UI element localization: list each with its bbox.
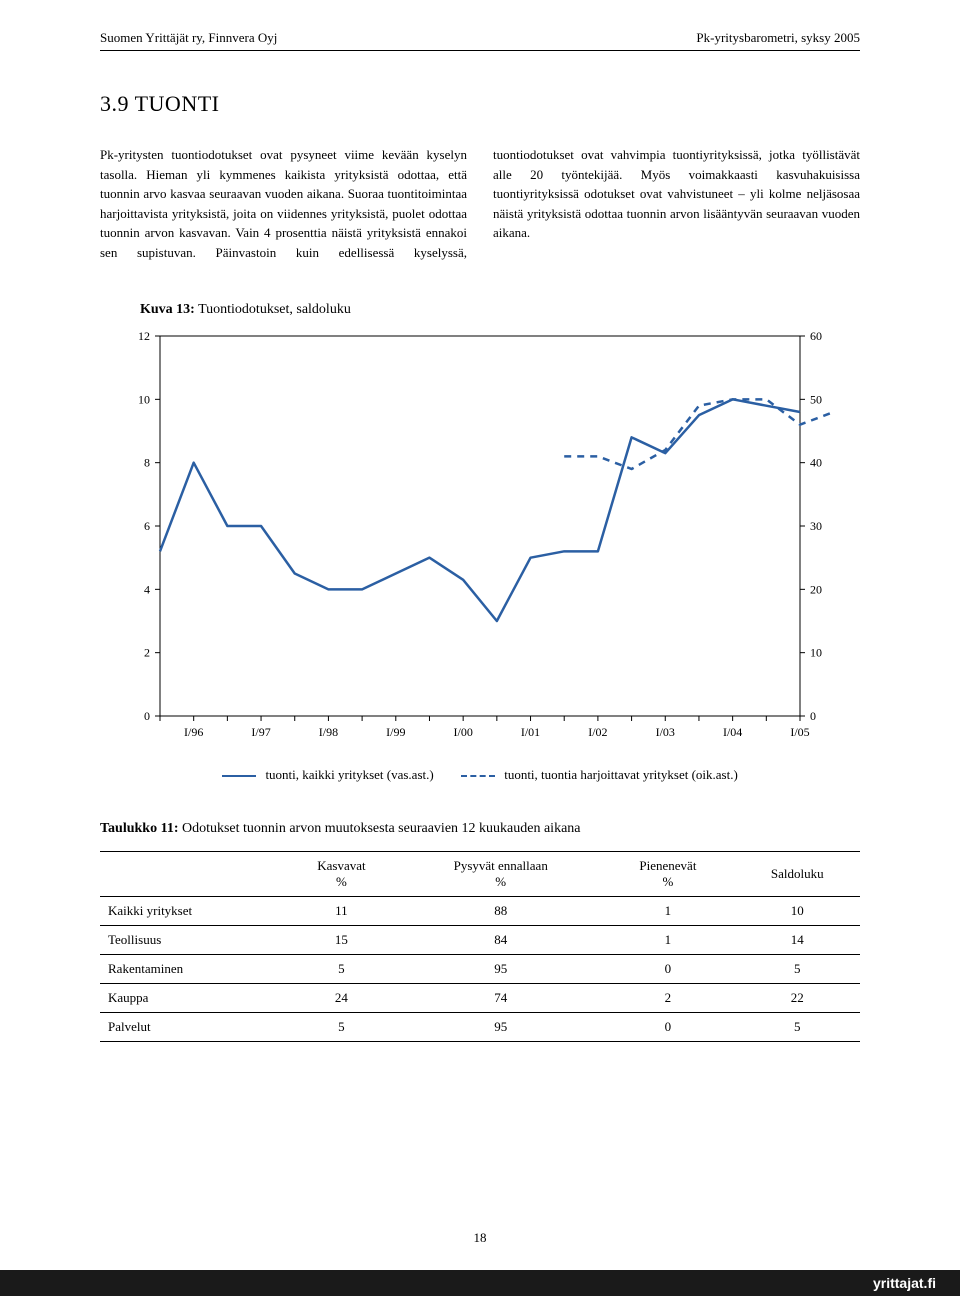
table-cell: 14 xyxy=(735,926,860,955)
table-row: Rakentaminen59505 xyxy=(100,955,860,984)
section-title: 3.9 TUONTI xyxy=(100,91,860,117)
table-caption-rest: Odotukset tuonnin arvon muutoksesta seur… xyxy=(182,821,581,836)
body-text: Pk-yritysten tuontiodotukset ovat pysyne… xyxy=(100,145,860,262)
table-cell: 88 xyxy=(400,897,601,926)
chart-caption-bold: Kuva 13: xyxy=(140,302,195,317)
svg-text:60: 60 xyxy=(810,329,822,343)
table-cell: 11 xyxy=(283,897,400,926)
svg-text:I/04: I/04 xyxy=(723,725,742,739)
table-row: Teollisuus1584114 xyxy=(100,926,860,955)
table-header: Kasvavat% xyxy=(283,852,400,897)
table-cell: 84 xyxy=(400,926,601,955)
legend-dash: tuonti, tuontia harjoittavat yritykset (… xyxy=(461,767,738,783)
table-caption-bold: Taulukko 11: xyxy=(100,821,178,836)
svg-text:I/02: I/02 xyxy=(588,725,607,739)
svg-text:I/97: I/97 xyxy=(251,725,270,739)
table-cell: Rakentaminen xyxy=(100,955,283,984)
svg-text:4: 4 xyxy=(144,582,150,596)
svg-text:I/01: I/01 xyxy=(521,725,540,739)
page-number: 18 xyxy=(0,1230,960,1246)
table-cell: 74 xyxy=(400,984,601,1013)
line-chart-svg: 0 2 4 6 8 10 12 0 10 20 30 40 50 60 I/96 I/97 I/98 I/99 I/… xyxy=(100,326,860,756)
table-header xyxy=(100,852,283,897)
table-header: Saldoluku xyxy=(735,852,860,897)
svg-text:20: 20 xyxy=(810,582,822,596)
legend-swatch-dash xyxy=(461,775,495,777)
section-heading: TUONTI xyxy=(135,91,220,116)
legend-solid: tuonti, kaikki yritykset (vas.ast.) xyxy=(222,767,434,783)
svg-text:I/00: I/00 xyxy=(453,725,472,739)
table-header: Pysyvät ennallaan% xyxy=(400,852,601,897)
table-cell: 0 xyxy=(601,1013,734,1042)
svg-text:6: 6 xyxy=(144,519,150,533)
table-cell: 5 xyxy=(283,1013,400,1042)
section-number: 3.9 xyxy=(100,91,129,116)
svg-text:12: 12 xyxy=(138,329,150,343)
footer-bar: yrittajat.fi xyxy=(0,1270,960,1296)
svg-text:I/99: I/99 xyxy=(386,725,405,739)
svg-text:I/03: I/03 xyxy=(656,725,675,739)
table-cell: 10 xyxy=(735,897,860,926)
svg-text:0: 0 xyxy=(810,709,816,723)
svg-text:0: 0 xyxy=(144,709,150,723)
svg-text:40: 40 xyxy=(810,456,822,470)
table-cell: Teollisuus xyxy=(100,926,283,955)
header-rule xyxy=(100,50,860,51)
table-cell: 2 xyxy=(601,984,734,1013)
table-row: Kaikki yritykset1188110 xyxy=(100,897,860,926)
table-cell: 24 xyxy=(283,984,400,1013)
chart: 0 2 4 6 8 10 12 0 10 20 30 40 50 60 I/96 I/97 I/98 I/99 I/… xyxy=(100,326,860,783)
svg-text:10: 10 xyxy=(138,392,150,406)
table-header: Pienenevät% xyxy=(601,852,734,897)
table-cell: Kaikki yritykset xyxy=(100,897,283,926)
header-right: Pk-yritysbarometri, syksy 2005 xyxy=(696,30,860,46)
svg-text:10: 10 xyxy=(810,646,822,660)
table-cell: 22 xyxy=(735,984,860,1013)
svg-text:8: 8 xyxy=(144,456,150,470)
chart-legend: tuonti, kaikki yritykset (vas.ast.) tuon… xyxy=(100,767,860,783)
table-cell: 5 xyxy=(283,955,400,984)
table-row: Kauppa2474222 xyxy=(100,984,860,1013)
table-cell: 0 xyxy=(601,955,734,984)
svg-text:I/05: I/05 xyxy=(790,725,809,739)
table-row: Palvelut59505 xyxy=(100,1013,860,1042)
table-cell: Kauppa xyxy=(100,984,283,1013)
svg-text:50: 50 xyxy=(810,392,822,406)
table-cell: 95 xyxy=(400,955,601,984)
table-cell: 1 xyxy=(601,926,734,955)
chart-caption: Kuva 13: Tuontiodotukset, saldoluku xyxy=(140,302,860,318)
table-cell: 95 xyxy=(400,1013,601,1042)
header-left: Suomen Yrittäjät ry, Finnvera Oyj xyxy=(100,30,277,46)
legend-dash-label: tuonti, tuontia harjoittavat yritykset (… xyxy=(504,767,738,782)
svg-text:30: 30 xyxy=(810,519,822,533)
table-cell: Palvelut xyxy=(100,1013,283,1042)
legend-swatch-solid xyxy=(222,775,256,777)
svg-text:2: 2 xyxy=(144,646,150,660)
svg-text:I/96: I/96 xyxy=(184,725,203,739)
svg-text:I/98: I/98 xyxy=(319,725,338,739)
table-cell: 15 xyxy=(283,926,400,955)
table-caption: Taulukko 11: Odotukset tuonnin arvon muu… xyxy=(100,821,860,837)
chart-caption-rest: Tuontiodotukset, saldoluku xyxy=(198,302,351,317)
table-cell: 5 xyxy=(735,1013,860,1042)
legend-solid-label: tuonti, kaikki yritykset (vas.ast.) xyxy=(265,767,433,782)
table-cell: 1 xyxy=(601,897,734,926)
data-table: Kasvavat%Pysyvät ennallaan%Pienenevät%Sa… xyxy=(100,851,860,1042)
table-cell: 5 xyxy=(735,955,860,984)
